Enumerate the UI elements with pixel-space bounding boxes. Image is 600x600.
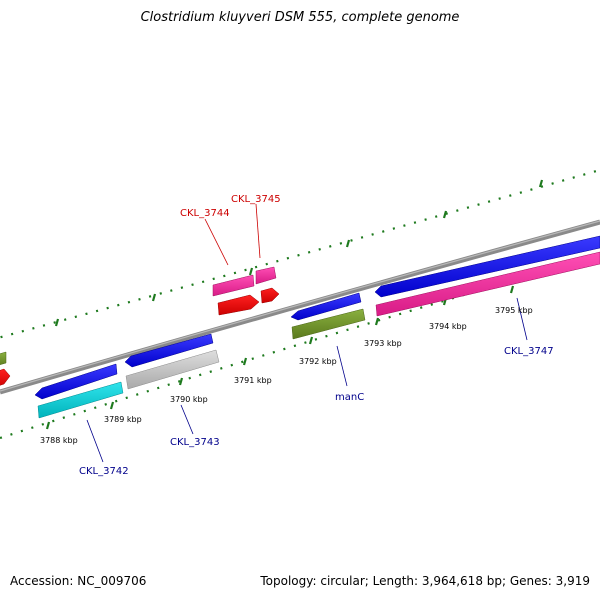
scale-label: 3791 kbp	[234, 376, 272, 385]
scale-label: 3794 kbp	[429, 322, 467, 331]
gene-arrow[interactable]	[374, 235, 600, 298]
label-leader-lines	[86, 203, 528, 463]
scale-label: 3795 kbp	[495, 306, 533, 315]
gene-label[interactable]: CKL_3745	[231, 194, 281, 205]
leader-line	[86, 419, 104, 463]
scale-labels: 3788 kbp 3789 kbp 3790 kbp 3791 kbp 3792…	[40, 306, 533, 445]
gene-arrow[interactable]	[0, 368, 11, 388]
gene-arrow[interactable]	[255, 266, 277, 285]
inner-scale-dots	[0, 253, 600, 440]
accession-text: Accession: NC_009706	[10, 574, 147, 588]
outer-scale-major-ticks	[54, 179, 544, 327]
gene-labels: CKL_3742 CKL_3743 manC CKL_3747 CKL_3744…	[79, 194, 554, 477]
genome-backbone	[0, 219, 600, 395]
scale-label: 3788 kbp	[40, 436, 78, 445]
gene-arrow[interactable]	[212, 274, 255, 297]
leader-line	[180, 404, 194, 435]
gene-arrow[interactable]	[291, 308, 366, 340]
gene-label[interactable]: CKL_3747	[504, 346, 554, 357]
scale-label: 3793 kbp	[364, 339, 402, 348]
gene-arrow[interactable]	[34, 363, 118, 400]
leader-line	[255, 203, 261, 259]
reverse-strand-genes	[37, 251, 600, 419]
scale-label: 3790 kbp	[170, 395, 208, 404]
leader-line	[204, 218, 229, 266]
outer-scale-dots	[0, 168, 600, 339]
gene-arrow[interactable]	[375, 251, 600, 317]
gene-arrow[interactable]	[290, 292, 362, 321]
leader-line	[516, 297, 528, 341]
gene-arrow[interactable]	[0, 351, 7, 367]
gene-label[interactable]: manC	[335, 392, 364, 403]
outer-scale-track	[0, 168, 600, 339]
gene-arrow[interactable]	[37, 381, 124, 419]
leader-line	[336, 345, 348, 387]
genome-backbone-highlight	[0, 220, 600, 392]
page-title: Clostridium kluyveri DSM 555, complete g…	[140, 10, 460, 25]
gene-label[interactable]: CKL_3744	[180, 208, 230, 219]
gene-arrow[interactable]	[125, 349, 220, 390]
gene-label[interactable]: CKL_3742	[79, 466, 129, 477]
gene-arrow[interactable]	[124, 333, 214, 368]
gene-arrow[interactable]	[217, 294, 260, 316]
scale-label: 3789 kbp	[104, 415, 142, 424]
scale-label: 3792 kbp	[299, 357, 337, 366]
gene-label[interactable]: CKL_3743	[170, 437, 220, 448]
topology-text: Topology: circular; Length: 3,964,618 bp…	[260, 574, 590, 588]
gene-arrow[interactable]	[260, 287, 280, 304]
forward-strand-genes	[0, 235, 600, 400]
